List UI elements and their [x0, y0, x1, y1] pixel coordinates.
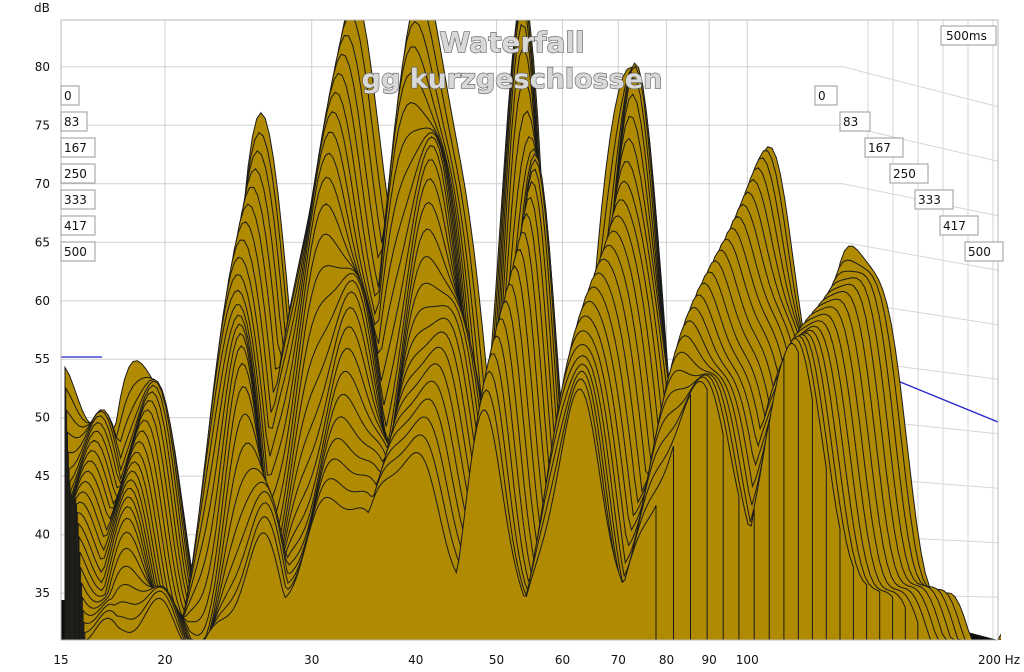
svg-text:417: 417 — [64, 219, 87, 233]
chart-subtitle: gg kurzgeschlossen — [362, 64, 663, 95]
svg-text:500: 500 — [64, 245, 87, 259]
svg-text:417: 417 — [943, 219, 966, 233]
x-tick-label: 80 — [659, 653, 674, 667]
time-window-badge: 500ms — [940, 25, 997, 46]
y-tick-label: 70 — [35, 177, 50, 191]
svg-text:0: 0 — [818, 89, 826, 103]
x-tick-label: 100 — [736, 653, 759, 667]
y-axis: 35 40 45 50 55 60 65 70 75 80 — [35, 60, 50, 600]
y-tick-label: 35 — [35, 586, 50, 600]
plot-frame — [60, 19, 999, 641]
waterfall-slice — [85, 388, 657, 640]
y-tick-label: 55 — [35, 352, 50, 366]
y-tick-label: 80 — [35, 60, 50, 74]
time-slice-label-right: 0 — [814, 85, 838, 106]
time-window-label: 500ms — [946, 29, 987, 43]
time-slice-label-left: 417 — [60, 215, 96, 236]
x-tick-label: 30 — [304, 653, 319, 667]
time-slice-label-left: 83 — [60, 111, 88, 132]
x-tick-label: 20 — [157, 653, 172, 667]
y-tick-label: 50 — [35, 411, 50, 425]
svg-text:0: 0 — [64, 89, 72, 103]
time-slice-label-right: 250 — [889, 163, 929, 184]
time-slice-label-left: 250 — [60, 163, 96, 184]
time-labels-left: 0 83 167 250 333 417 500 — [60, 85, 96, 262]
time-slice-label-left: 333 — [60, 189, 96, 210]
x-tick-label: 15 — [53, 653, 68, 667]
perspective-grid-line — [842, 66, 999, 108]
perspective-grid — [842, 20, 999, 640]
time-slice-label-right: 167 — [864, 137, 904, 158]
x-tick-label: 40 — [408, 653, 423, 667]
svg-text:333: 333 — [64, 193, 87, 207]
time-slice-label-right: 83 — [839, 111, 871, 132]
svg-text:250: 250 — [64, 167, 87, 181]
x-tick-label: 50 — [489, 653, 504, 667]
time-slice-label-right: 417 — [939, 215, 979, 236]
svg-text:500: 500 — [968, 245, 991, 259]
y-tick-label: 75 — [35, 118, 50, 132]
x-axis: 15 20 30 40 50 60 70 80 90 100 200 Hz — [53, 653, 1020, 667]
svg-text:167: 167 — [868, 141, 891, 155]
svg-text:250: 250 — [893, 167, 916, 181]
time-slice-label-right: 333 — [914, 189, 954, 210]
chart-title: Waterfall — [439, 26, 584, 59]
time-slice-label-left: 0 — [60, 85, 80, 106]
y-tick-label: 60 — [35, 294, 50, 308]
y-tick-label: 45 — [35, 469, 50, 483]
svg-text:83: 83 — [843, 115, 858, 129]
time-slice-label-left: 167 — [60, 137, 96, 158]
perspective-grid-line — [842, 241, 999, 271]
y-tick-label: 65 — [35, 235, 50, 249]
y-axis-label: dB — [34, 1, 50, 15]
time-slice-label-right: 500 — [964, 241, 1004, 262]
x-tick-label: 60 — [555, 653, 570, 667]
svg-text:333: 333 — [918, 193, 941, 207]
y-tick-label: 40 — [35, 528, 50, 542]
x-tick-label: 70 — [611, 653, 626, 667]
x-tick-label: 200 Hz — [978, 653, 1020, 667]
time-slice-label-left: 500 — [60, 241, 96, 262]
svg-text:83: 83 — [64, 115, 79, 129]
svg-text:167: 167 — [64, 141, 87, 155]
x-tick-label: 90 — [702, 653, 717, 667]
waterfall-slices — [64, 20, 1001, 640]
